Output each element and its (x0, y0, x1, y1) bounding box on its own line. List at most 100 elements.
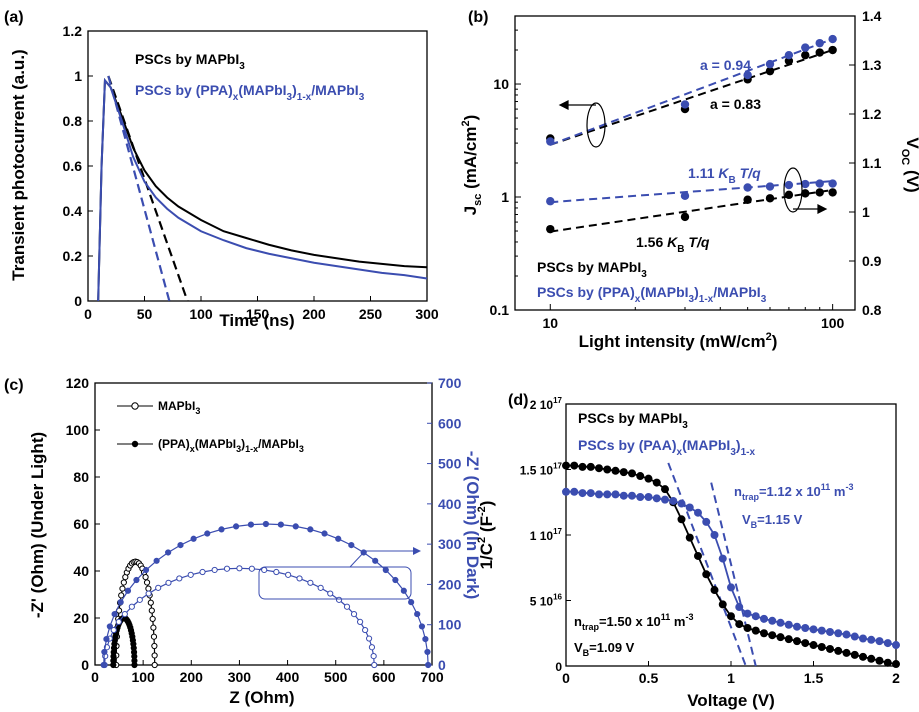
panel-d-point-s2 (834, 629, 843, 638)
panel-c-point-s1 (120, 579, 127, 586)
panel-d-point-s2 (743, 609, 752, 618)
panel-d-ylabel: 1/C2 (F-2) (476, 501, 496, 570)
panel-c-ytick-right-label: 300 (438, 536, 462, 552)
panel-b-point-s3 (680, 212, 690, 222)
panel-d-point-s2 (735, 603, 744, 612)
panel-b-point-s2 (784, 50, 794, 60)
panel-d-point-s1 (628, 469, 636, 478)
panel-a-xtick-label: 100 (189, 306, 213, 322)
panel-c-point-s1 (150, 624, 157, 631)
panel-d-point-s2 (694, 508, 702, 517)
panel-c-ylabel-left: -Z' (Ohm) (Under Light) (28, 432, 47, 618)
panel-d-point-s1 (817, 643, 826, 652)
panel-c-point-s3 (350, 611, 358, 618)
panel-c-xtick-label: 0 (91, 669, 99, 685)
panel-d-point-s1 (784, 635, 793, 644)
panel-c-xtick-label: 700 (420, 669, 444, 685)
panel-d-blue-vb: VB=1.15 V (742, 512, 803, 530)
panel-a-series-line-2 (97, 77, 428, 302)
panel-d-point-s1 (611, 466, 620, 475)
panel-b-point-s2 (765, 59, 775, 69)
panel-c-ytick-right-label: 200 (438, 576, 462, 592)
panel-c-point-s4 (382, 566, 389, 574)
panel-c-point-s4 (400, 587, 407, 594)
panel-d-fit-line-2 (667, 462, 747, 667)
panel-c-point-s3 (371, 661, 378, 669)
panel-c-ytick-right-label: 400 (438, 496, 462, 512)
panel-c-point-s4 (414, 610, 421, 618)
panel-b-point-s3 (765, 194, 775, 203)
panel-a-ytick-label: 0.2 (63, 248, 83, 264)
panel-d-point-s1 (694, 551, 702, 560)
panel-d-point-s2 (768, 616, 777, 625)
panel-c-ytick-left-label: 80 (73, 469, 89, 485)
panel-c-ytick-left-label: 0 (81, 657, 89, 673)
panel-d-point-s1 (586, 462, 595, 471)
panel-b-ylabel-left: Jsc (mA/cm2) (460, 115, 484, 216)
panel-b-xtick-label: 10 (542, 315, 558, 331)
panel-c-point-s3 (368, 644, 376, 651)
panel-a: (a) 0 50 100 150 200 250 30000.20.40.60.811.2 … (4, 9, 439, 330)
panel-b-ticks: 10 100 0.1 1 10 0.8 0.9 1 1.1 1.2 1.3 1.4 (490, 8, 882, 331)
panel-d-xtick-label: 1.5 (804, 670, 824, 686)
panel-d-point-s2 (677, 499, 686, 508)
panel-c-point-s4 (106, 623, 113, 630)
panel-d-xtick-label: 0 (562, 670, 570, 686)
panel-c-xtick-label: 500 (324, 669, 348, 685)
panel-d-point-s2 (644, 493, 653, 502)
panel-c-point-s3 (110, 626, 117, 634)
panel-d-point-s1 (644, 474, 653, 483)
panel-c-point-s3 (176, 575, 183, 582)
panel-c-point-s1 (145, 585, 152, 592)
panel-b-blue-voc-annotation: 1.11 KB T/q (688, 165, 761, 186)
panel-d-point-s2 (685, 503, 694, 512)
panel-c-point-s3 (356, 618, 364, 626)
panel-d-point-s1 (793, 637, 801, 646)
panel-c-point-s3 (296, 575, 303, 582)
panel-a-label: (a) (4, 9, 24, 26)
panel-b-label: (b) (468, 9, 488, 26)
panel-d-point-s1 (578, 462, 587, 471)
panel-d-blue-ntrap: ntrap=1.12 x 1011 m-3 (734, 482, 853, 502)
panel-b-point-s4 (743, 183, 752, 192)
panel-d-point-s2 (578, 489, 587, 498)
panel-d-point-s1 (718, 600, 727, 609)
panel-a-ytick-label: 1.2 (63, 23, 83, 39)
panel-d-point-s2 (611, 490, 620, 499)
panel-c-point-s3 (317, 584, 324, 591)
panel-c-point-s4 (218, 526, 225, 533)
panel-a-xtick-label: 150 (246, 306, 270, 322)
panel-a-ytick-label: 1 (74, 68, 82, 84)
panel-c-ytick-left-label: 20 (73, 610, 89, 626)
panel-b-ylabel-right: VOC (V) (899, 137, 919, 192)
panel-c-point-s3 (365, 635, 373, 642)
panel-c-legend-open-label: MAPbI3 (158, 399, 200, 416)
panel-c-point-s1 (150, 633, 158, 640)
panel-d-point-s1 (850, 650, 859, 659)
panel-d-point-s2 (826, 627, 834, 636)
panel-d-point-s2 (784, 620, 793, 629)
panel-d-point-s1 (801, 639, 810, 648)
panel-b-left-arrowhead (558, 100, 569, 110)
panel-b-right-arrowhead (817, 204, 828, 214)
panel-a-series (97, 77, 428, 302)
panel-b-point-s2 (680, 100, 690, 109)
panel-a-legend-blue: PSCs by (PPA)x(MAPbI3)1-x/MAPbI3 (135, 82, 365, 103)
panel-c-point-s4 (124, 587, 132, 594)
panel-c-point-s4 (422, 635, 429, 643)
panel-b-point-s3 (784, 190, 794, 200)
panel-b-point-s3 (743, 195, 752, 204)
panel-c-point-s3 (165, 579, 172, 586)
panel-d-point-s1 (677, 515, 686, 524)
panel-c-point-s3 (248, 565, 255, 572)
panel-c-point-s1 (147, 599, 154, 606)
panel-c-point-s4 (101, 648, 108, 656)
panel-c-point-s3 (362, 626, 369, 634)
panel-b-ytick-right-label: 1.3 (862, 57, 882, 73)
panel-b-point-s2 (828, 34, 837, 44)
panel-c-point-s4 (190, 535, 197, 542)
panel-c-point-s1 (151, 642, 158, 650)
panel-c-callout-arrow (349, 550, 416, 568)
panel-d-ytick-label: 5 1016 (530, 593, 563, 609)
